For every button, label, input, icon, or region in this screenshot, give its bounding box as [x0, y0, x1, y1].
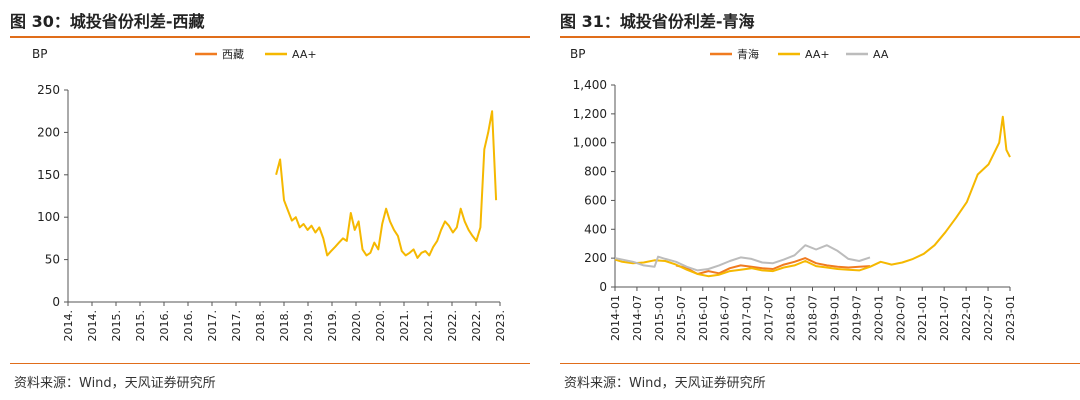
title-rule — [560, 36, 1080, 38]
x-tick-label: 2015. — [110, 310, 123, 342]
legend-label: 西藏 — [222, 48, 244, 61]
y-tick-label: 600 — [584, 193, 607, 207]
title-rule — [10, 36, 530, 38]
x-tick-label: 2022. — [470, 310, 483, 342]
y-tick-label: 1,400 — [573, 78, 607, 92]
y-tick-label: 200 — [584, 251, 607, 265]
x-tick-label: 2015. — [134, 310, 147, 342]
legend-label: AA+ — [292, 48, 317, 61]
x-tick-label: 2014. — [86, 310, 99, 342]
x-tick-label: 2017-07 — [763, 295, 776, 341]
y-unit-label: BP — [32, 47, 47, 61]
x-tick-label: 2020-01 — [872, 295, 885, 341]
chart-qinghai: BP 青海 AA+ AA 0 200 400 600 800 1,000 1,200 1,400 201… — [570, 47, 1017, 341]
x-tick-label: 2023. — [494, 310, 507, 342]
y-tick-label: 250 — [37, 83, 60, 97]
x-tick-label: 2015-07 — [675, 295, 688, 341]
x-tick-label: 2016-01 — [697, 295, 710, 341]
x-tick-label: 2020. — [374, 310, 387, 342]
series-line-青海 — [675, 257, 871, 275]
x-tick-label: 2019-01 — [828, 295, 841, 341]
y-tick-label: 800 — [584, 165, 607, 179]
x-tick-label: 2016-07 — [719, 295, 732, 341]
chart-title: 图 30：城投省份利差-西藏 — [10, 12, 205, 31]
x-tick-label: 2021-01 — [916, 295, 929, 341]
source-note: 资料来源：Wind，天风证券研究所 — [564, 376, 766, 391]
panel-qinghai: 图 31：城投省份利差-青海 BP 青海 AA+ AA 0 200 400 600 800 1,0… — [550, 0, 1080, 400]
series-line-AA+ — [275, 110, 498, 259]
x-tick-label: 2021-07 — [938, 295, 951, 341]
x-tick-label: 2014-01 — [609, 295, 622, 341]
source-note: 资料来源：Wind，天风证券研究所 — [14, 376, 216, 391]
x-tick-label: 2018. — [278, 310, 291, 342]
y-tick-label: 100 — [37, 210, 60, 224]
legend-label: AA+ — [805, 48, 830, 61]
x-tick-label: 2019. — [326, 310, 339, 342]
x-tick-label: 2022-01 — [960, 295, 973, 341]
y-tick-label: 1,200 — [573, 107, 607, 121]
x-tick-label: 2017. — [230, 310, 243, 342]
x-tick-label: 2014. — [62, 310, 75, 342]
series-line-AA+ — [614, 115, 1011, 278]
x-tick-label: 2018-01 — [785, 295, 798, 341]
x-tick-label: 2023-01 — [1004, 295, 1017, 341]
x-tick-label: 2022. — [446, 310, 459, 342]
source-rule — [10, 363, 530, 364]
y-unit-label: BP — [570, 47, 585, 61]
x-tick-label: 2018-07 — [807, 295, 820, 341]
x-tick-label: 2016. — [182, 310, 195, 342]
y-tick-label: 0 — [599, 280, 607, 294]
x-tick-label: 2019. — [302, 310, 315, 342]
x-tick-label: 2017. — [206, 310, 219, 342]
x-tick-label: 2015-01 — [653, 295, 666, 341]
x-tick-label: 2019-07 — [850, 295, 863, 341]
y-tick-label: 200 — [37, 125, 60, 139]
x-tick-label: 2014-07 — [631, 295, 644, 341]
x-tick-label: 2017-01 — [741, 295, 754, 341]
series-line-AA — [614, 244, 871, 272]
x-tick-label: 2021. — [398, 310, 411, 342]
chart-xizang: BP 西藏 AA+ 0 50 100 150 200 250 2014. 2014. 2015. 201… — [32, 47, 507, 342]
y-tick-label: 400 — [584, 222, 607, 236]
x-tick-label: 2022-07 — [982, 295, 995, 341]
x-tick-label: 2020. — [350, 310, 363, 342]
panel-xizang: 图 30：城投省份利差-西藏 BP 西藏 AA+ 0 50 100 150 200 250 201… — [0, 0, 530, 400]
y-tick-label: 1,000 — [573, 136, 607, 150]
y-tick-label: 50 — [45, 253, 60, 267]
source-rule — [560, 363, 1080, 364]
legend-label: 青海 — [737, 47, 759, 61]
legend-label: AA — [873, 48, 889, 61]
y-tick-label: 150 — [37, 168, 60, 182]
x-tick-label: 2016. — [158, 310, 171, 342]
x-tick-label: 2021. — [422, 310, 435, 342]
x-tick-label: 2018. — [254, 310, 267, 342]
x-tick-label: 2020-07 — [894, 295, 907, 341]
chart-title: 图 31：城投省份利差-青海 — [560, 12, 755, 31]
y-tick-label: 0 — [52, 295, 60, 309]
